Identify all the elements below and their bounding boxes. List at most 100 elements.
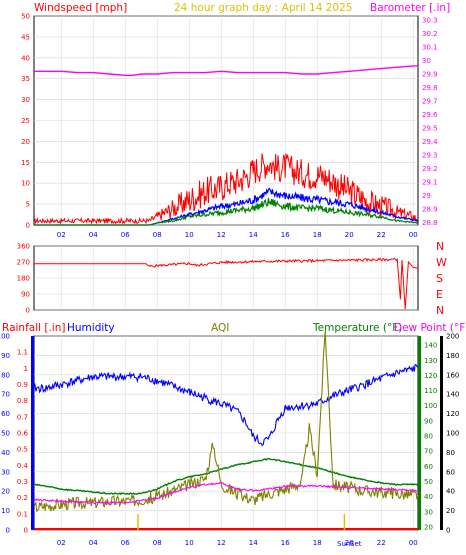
humidity-x-tick-label: 02 bbox=[57, 539, 66, 547]
barometer-axis-label: Barometer [.in] bbox=[370, 2, 450, 14]
temperature-y-tick-label: 140 bbox=[424, 342, 437, 350]
humidity-x-tick-label: 06 bbox=[121, 539, 130, 547]
humidity-x-tick-label: 14 bbox=[249, 539, 258, 547]
temperature-axis-bar bbox=[418, 336, 421, 530]
humidity-x-tick-label: 22 bbox=[377, 539, 386, 547]
rainfall-y-tick-label: 0.6 bbox=[17, 430, 29, 438]
dewpoint-y-tick-label: 20 bbox=[446, 507, 455, 515]
dewpoint-y-tick-label: 60 bbox=[446, 468, 455, 476]
temperature-y-tick-label: 120 bbox=[424, 372, 437, 380]
wind-gust-line bbox=[33, 153, 419, 225]
wind-x-tick-label: 00 bbox=[409, 231, 418, 239]
rainfall-y-tick-label: 0.5 bbox=[17, 446, 28, 454]
temperature-y-tick-label: 70 bbox=[424, 448, 433, 456]
barometer-y-tick-label: 29.5 bbox=[422, 124, 438, 132]
rainfall-y-tick-label: 0.7 bbox=[17, 413, 28, 421]
temperature-y-tick-label: 100 bbox=[424, 402, 437, 410]
barometer-y-tick-label: 30 bbox=[422, 57, 431, 65]
dewpoint-y-tick-label: 140 bbox=[446, 391, 459, 399]
temperature-y-tick-label: 60 bbox=[424, 463, 433, 471]
aqi-line bbox=[33, 330, 419, 513]
humidity-axis-bar bbox=[31, 336, 34, 530]
wind-y-tick-label: 0 bbox=[26, 222, 30, 230]
temperature-y-tick-label: 110 bbox=[424, 387, 437, 395]
compass-w: W bbox=[436, 256, 447, 269]
temperature-y-tick-label: 90 bbox=[424, 417, 433, 425]
wind-y-tick-label: 25 bbox=[21, 117, 30, 125]
dewpoint-y-tick-label: 200 bbox=[446, 333, 459, 341]
humidity-line bbox=[33, 363, 419, 447]
temperature-y-tick-label: 130 bbox=[424, 357, 437, 365]
humidity-x-tick-label: 00 bbox=[409, 539, 418, 547]
wind-x-tick-label: 22 bbox=[377, 231, 386, 239]
rainfall-y-tick-label: 0.8 bbox=[17, 397, 28, 405]
rainfall-y-tick-label: 0.3 bbox=[17, 478, 28, 486]
dewpoint-y-tick-label: 120 bbox=[446, 410, 459, 418]
dewpoint-y-tick-label: 160 bbox=[446, 371, 459, 379]
barometer-y-tick-label: 28.8 bbox=[422, 219, 438, 227]
humidity-x-tick-label: 12 bbox=[217, 539, 226, 547]
compass-n-bottom: N bbox=[436, 304, 444, 317]
direction-y-tick-label: 270 bbox=[17, 259, 30, 267]
rainfall-y-tick-label: 0.9 bbox=[17, 381, 28, 389]
wind-x-tick-label: 10 bbox=[185, 231, 194, 239]
wind-y-tick-label: 40 bbox=[21, 54, 30, 62]
wind-x-tick-label: 08 bbox=[153, 231, 162, 239]
temperature-y-tick-label: 50 bbox=[424, 478, 433, 486]
compass-s: S bbox=[436, 272, 443, 285]
rainfall-y-tick-label: 1.1 bbox=[17, 349, 28, 357]
wind-x-tick-label: 18 bbox=[313, 231, 322, 239]
wind-x-tick-label: 04 bbox=[89, 231, 98, 239]
barometer-y-tick-label: 29.6 bbox=[422, 111, 438, 119]
wind-x-tick-label: 06 bbox=[121, 231, 130, 239]
temperature-y-tick-label: 20 bbox=[424, 523, 433, 531]
humidity-y-tick-label: 70 bbox=[1, 391, 10, 399]
rainfall-y-tick-label: 0.4 bbox=[17, 462, 29, 470]
wind-direction-line bbox=[34, 257, 419, 310]
humidity-x-tick-label: 20 bbox=[345, 539, 354, 547]
humidity-x-tick-label: 16 bbox=[281, 539, 290, 547]
dewpoint-y-tick-label: 0 bbox=[446, 527, 450, 535]
rainfall-y-tick-label: 0 bbox=[24, 527, 28, 535]
humidity-x-tick-label: 18 bbox=[313, 539, 322, 547]
indoor-dew-line bbox=[33, 481, 419, 505]
wind-y-tick-label: 30 bbox=[21, 96, 30, 104]
humidity-y-tick-label: 60 bbox=[1, 410, 10, 418]
barometer-y-tick-label: 29 bbox=[422, 192, 431, 200]
barometer-y-tick-label: 29.8 bbox=[422, 84, 438, 92]
barometer-y-tick-label: 30.2 bbox=[422, 30, 438, 38]
dewpoint-y-tick-label: 80 bbox=[446, 449, 455, 457]
humidity-y-tick-label: 0 bbox=[6, 527, 10, 535]
dewpoint-y-tick-label: 100 bbox=[446, 430, 459, 438]
temperature-y-tick-label: 40 bbox=[424, 493, 433, 501]
rainfall-y-tick-label: 0.1 bbox=[17, 510, 28, 518]
direction-y-tick-label: 360 bbox=[17, 243, 30, 251]
humidity-x-tick-label: 10 bbox=[185, 539, 194, 547]
dewpoint-axis-bar bbox=[440, 336, 443, 530]
humidity-y-tick-label: 80 bbox=[1, 371, 10, 379]
dewpoint-axis-label: Dew Point (°F) bbox=[394, 322, 466, 334]
wind-x-tick-label: 12 bbox=[217, 231, 226, 239]
humidity-y-tick-label: 50 bbox=[1, 430, 10, 438]
wind-y-tick-label: 20 bbox=[21, 138, 30, 146]
wind-average-line bbox=[34, 197, 419, 226]
rainfall-y-tick-label: 0.2 bbox=[17, 494, 28, 502]
wind-x-tick-label: 02 bbox=[57, 231, 66, 239]
wind-y-tick-label: 50 bbox=[21, 13, 30, 21]
direction-y-tick-label: 0 bbox=[26, 307, 30, 315]
barometer-y-tick-label: 29.2 bbox=[422, 165, 438, 173]
humidity-axis-label: Humidity bbox=[67, 322, 115, 334]
chart-title: 24 hour graph day : April 14 2025 bbox=[174, 2, 352, 14]
dewpoint-y-tick-label: 180 bbox=[446, 352, 459, 360]
wind-y-tick-label: 35 bbox=[21, 75, 30, 83]
barometer-y-tick-label: 30.1 bbox=[422, 44, 438, 52]
humidity-y-tick-label: 20 bbox=[1, 488, 10, 496]
temperature-line bbox=[33, 457, 419, 496]
rainfall-axis-label: Rainfall [.in] bbox=[2, 322, 65, 334]
barometer-y-tick-label: 30.3 bbox=[422, 17, 438, 25]
barometer-y-tick-label: 28.9 bbox=[422, 205, 438, 213]
humidity-x-tick-label: 08 bbox=[153, 539, 162, 547]
wind-x-tick-label: 20 bbox=[345, 231, 354, 239]
barometer-y-tick-label: 29.4 bbox=[422, 138, 438, 146]
humidity-y-tick-label: 40 bbox=[1, 449, 10, 457]
